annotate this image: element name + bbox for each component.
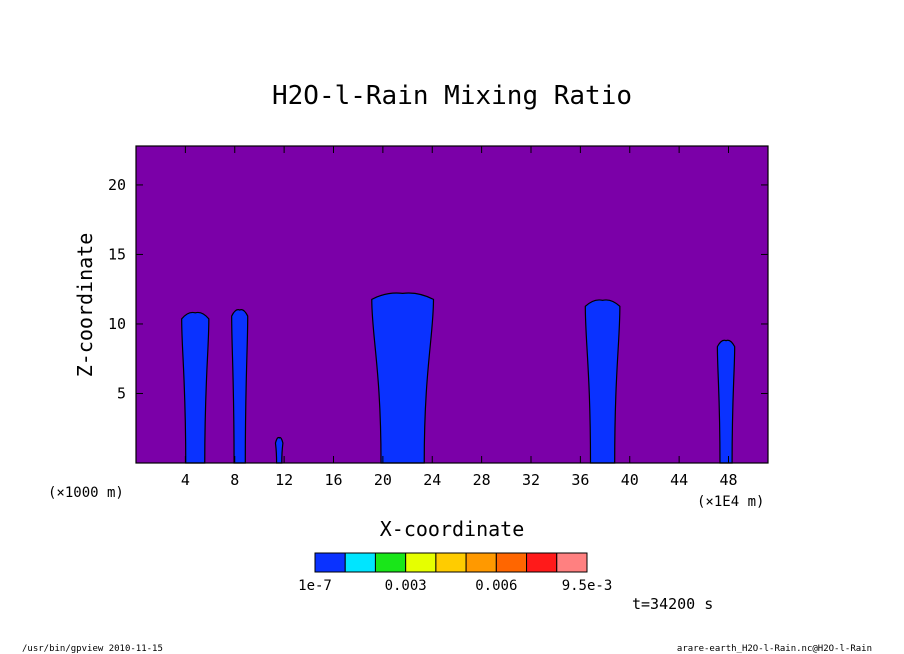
x-unit-label: (×1E4 m): [697, 494, 764, 510]
footer-file: arare-earth_H2O-l-Rain.nc@H2O-l-Rain: [677, 644, 872, 654]
colorbar-swatch: [435, 552, 467, 573]
colorbar-swatch: [374, 552, 407, 573]
colorbar-swatch: [526, 552, 558, 573]
x-tick-label: 12: [275, 471, 293, 489]
x-tick-label: 20: [374, 471, 392, 489]
colorbar: [314, 552, 588, 573]
colorbar-swatch: [556, 552, 588, 573]
colorbar-labels: 1e-7 0.003 0.006 9.5e-3: [298, 578, 612, 594]
chart-title: H2O-l-Rain Mixing Ratio: [272, 81, 632, 111]
colorbar-label: 0.003: [385, 578, 427, 594]
x-tick-label: 16: [324, 471, 342, 489]
colorbar-label: 9.5e-3: [562, 578, 613, 594]
rain-region-6: [716, 339, 736, 464]
colorbar-swatch: [495, 552, 528, 573]
y-tick-label: 5: [117, 384, 126, 402]
x-tick-label: 32: [522, 471, 540, 489]
y-tick-label: 15: [108, 245, 126, 263]
plot-area: [136, 146, 768, 463]
x-tick-label: 4: [181, 471, 190, 489]
y-tick-label: 20: [108, 176, 126, 194]
colorbar-label: 0.006: [475, 578, 517, 594]
rain-region-5: [584, 299, 621, 464]
x-tick-label: 36: [571, 471, 589, 489]
rain-region-4: [371, 292, 435, 464]
plot-frame: [135, 145, 769, 464]
colorbar-label: 1e-7: [298, 578, 332, 594]
footer-program: /usr/bin/gpview 2010-11-15: [22, 644, 163, 654]
x-axis-label: X-coordinate: [380, 517, 525, 541]
rain-regions: [181, 292, 736, 464]
y-tick-label: 10: [108, 315, 126, 333]
colorbar-swatch: [405, 552, 437, 573]
x-axis-ticks: 4 8 12 16 20 24 28 32 36 40 44 48: [181, 146, 738, 489]
y-unit-label: (×1000 m): [48, 485, 124, 501]
rain-region-2: [231, 309, 249, 464]
y-axis-label: Z-coordinate: [73, 233, 97, 378]
colorbar-swatch: [465, 552, 497, 573]
x-tick-label: 48: [719, 471, 737, 489]
time-label: t=34200 s: [632, 595, 713, 613]
x-tick-label: 40: [621, 471, 639, 489]
rain-region-1: [181, 311, 210, 464]
colorbar-swatch: [344, 552, 376, 573]
y-axis-ticks: 5 10 15 20: [108, 176, 768, 402]
x-tick-label: 24: [423, 471, 441, 489]
x-tick-label: 44: [670, 471, 688, 489]
rain-region-3: [274, 436, 284, 464]
colorbar-swatch: [314, 552, 346, 573]
x-tick-label: 28: [473, 471, 491, 489]
x-tick-label: 8: [230, 471, 239, 489]
